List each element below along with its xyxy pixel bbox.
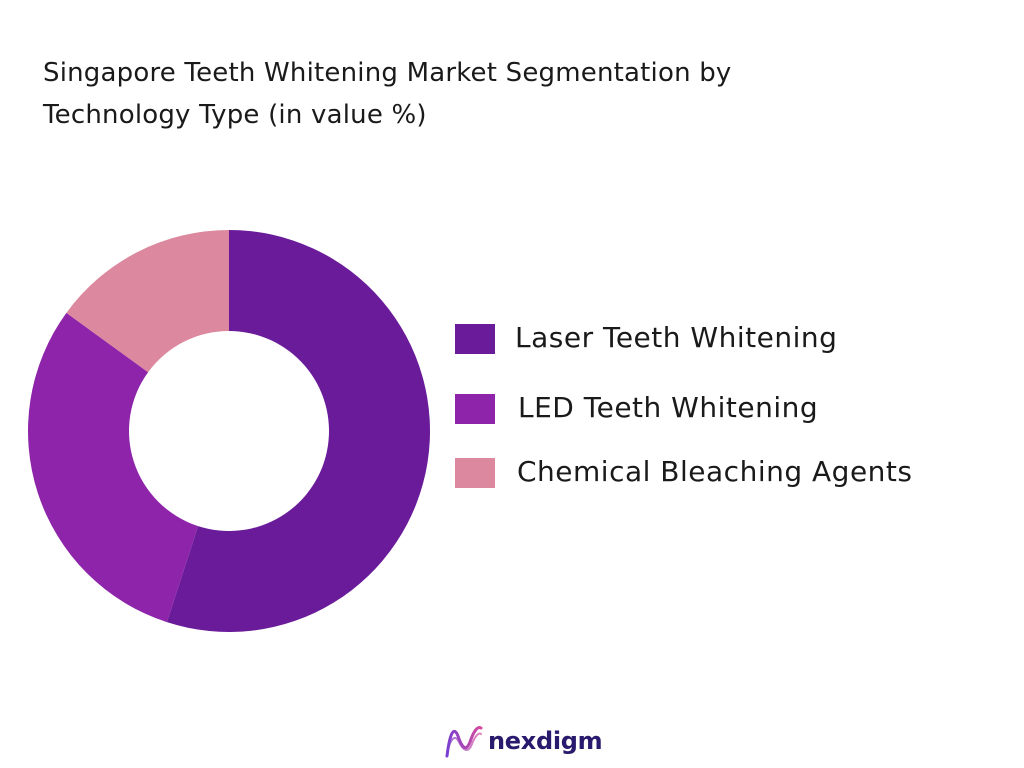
chart-title: Singapore Teeth Whitening Market Segment… [43,52,943,136]
donut-slice-chemical [66,230,230,373]
nexdigm-logo: nexdigm [444,722,603,760]
legend-swatch-led [455,394,495,424]
legend-swatch-chemical [455,458,495,488]
legend-label-laser: Laser Teeth Whitening [515,321,838,354]
donut-slice-led [27,312,199,623]
chart-title-line-1: Singapore Teeth Whitening Market Segment… [43,58,732,88]
legend-label-chemical: Chemical Bleaching Agents [517,455,913,488]
donut-slice-laser [166,230,431,632]
nexdigm-wave-logo-icon [445,726,483,758]
chart-title-line-2: Technology Type (in value %) [43,100,427,130]
legend-label-led: LED Teeth Whitening [518,391,819,424]
brand-name: nexdigm [488,727,603,755]
legend-swatch-laser [455,324,495,354]
